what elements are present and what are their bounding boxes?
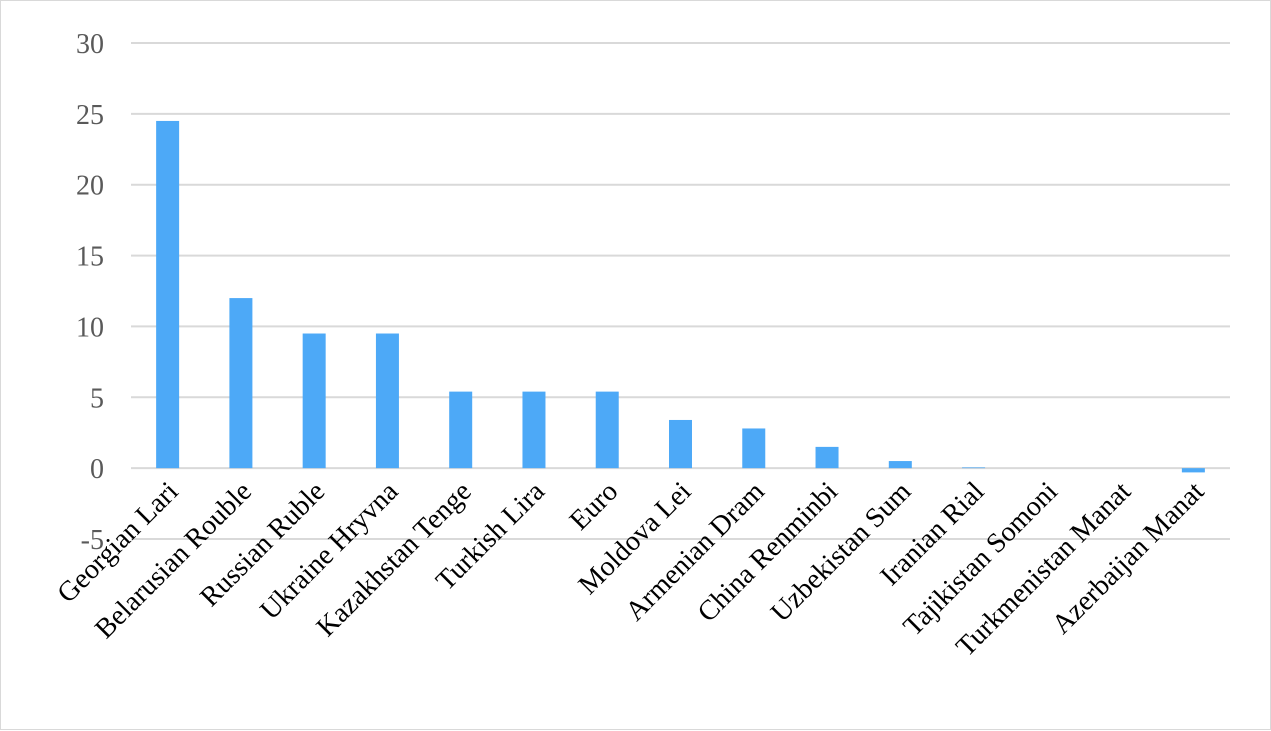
bar [522,392,545,469]
bars [156,121,1205,472]
y-tick-label: 20 [76,171,104,202]
y-tick-label: 5 [90,383,104,414]
y-tick-label: 10 [76,312,104,343]
bar [669,420,692,468]
bar [742,428,765,468]
bar [156,121,179,468]
bar [376,334,399,469]
bar [962,467,985,468]
y-tick-label: 30 [76,29,104,60]
bar [816,447,839,468]
bar [229,298,252,468]
bar [303,334,326,469]
y-tick-label: 15 [76,242,104,273]
bar [449,392,472,469]
y-tick-label: 25 [76,100,104,131]
x-category-label: Euro [564,476,624,536]
y-tick-label: 0 [90,454,104,485]
bar [1182,468,1205,472]
bar [596,392,619,469]
bar [889,461,912,468]
